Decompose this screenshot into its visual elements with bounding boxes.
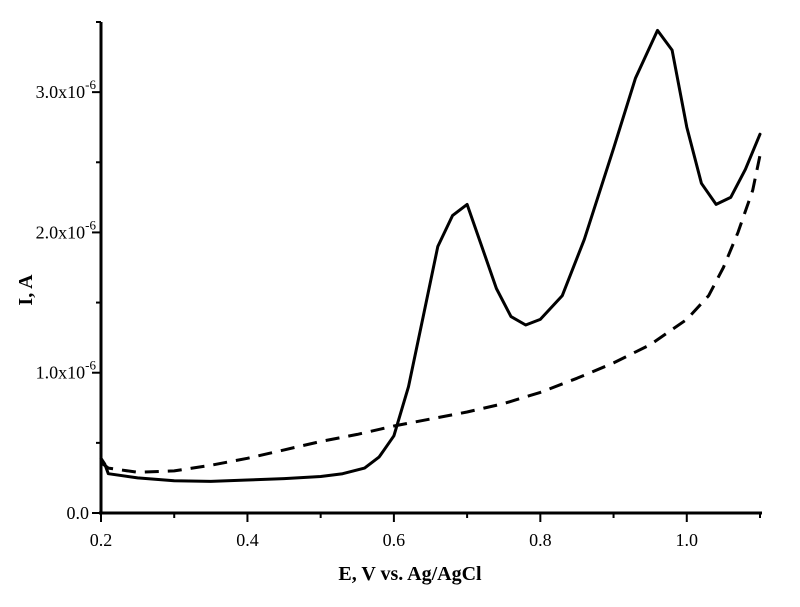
y-tick-label: 3.0x10-6 <box>36 77 97 102</box>
axes <box>99 22 762 515</box>
x-tick-label: 1.0 <box>676 530 699 550</box>
series-group <box>99 28 762 483</box>
y-ticks: 0.0 1.0x10-6 2.0x10-6 3.0x10-6 <box>36 21 101 523</box>
y-tick-label: 0.0 <box>67 503 90 523</box>
x-tick-label: 0.6 <box>383 530 406 550</box>
y-axis-label: I, A <box>15 274 37 306</box>
y-tick-label: 2.0x10-6 <box>36 217 97 242</box>
x-ticks: 0.2 0.4 0.6 0.8 1.0 <box>90 513 761 550</box>
x-tick-label: 0.4 <box>236 530 259 550</box>
x-tick-label: 0.8 <box>529 530 552 550</box>
series-line-dashed <box>100 154 762 474</box>
series-line-solid <box>99 28 762 483</box>
x-axis-label: E, V vs. Ag/AgCl <box>338 563 482 585</box>
y-tick-label: 1.0x10-6 <box>36 358 97 383</box>
x-tick-label: 0.2 <box>90 530 113 550</box>
